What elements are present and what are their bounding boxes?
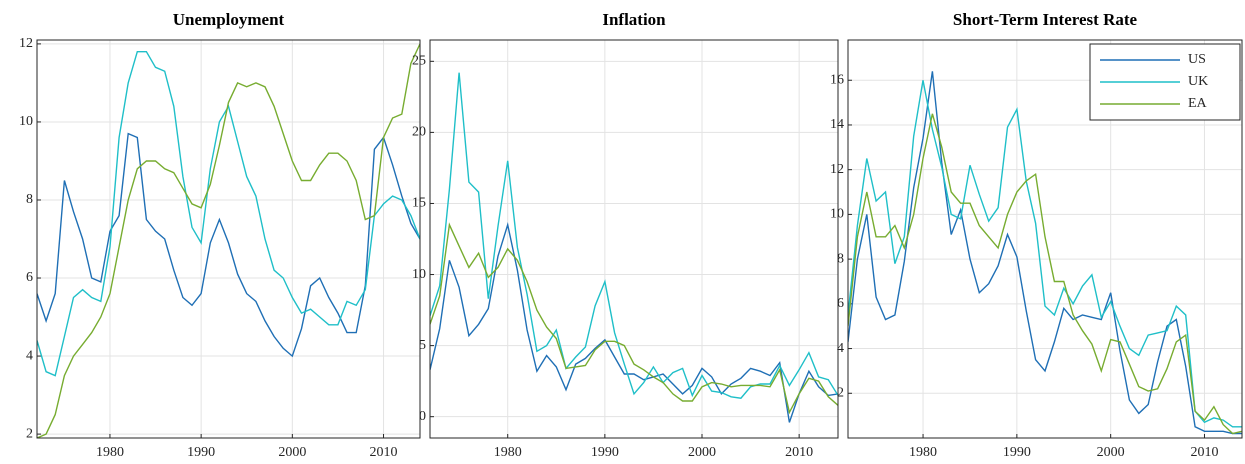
y-tick-label: 0 (419, 409, 426, 424)
plot-area (430, 40, 838, 438)
x-tick-label: 2000 (688, 445, 716, 460)
axes-box (429, 39, 839, 439)
y-tick-label: 10 (19, 114, 33, 129)
y-tick-label: 12 (19, 36, 33, 51)
y-tick-label: 25 (412, 54, 426, 69)
y-tick-label: 15 (412, 196, 426, 211)
y-tick-label: 10 (830, 207, 844, 222)
legend-label: UK (1188, 74, 1208, 89)
y-tick-label: 8 (26, 192, 33, 207)
x-tick-label: 1980 (96, 445, 124, 460)
legend: US UK EA (1089, 43, 1241, 121)
y-tick-label: 20 (412, 125, 426, 140)
y-tick-label: 4 (26, 348, 33, 363)
series-line (848, 71, 1242, 435)
x-tick-label: 1990 (187, 445, 215, 460)
series-line (430, 72, 838, 399)
series-line (430, 222, 838, 415)
series-line (848, 80, 1242, 428)
x-tick-label: 2000 (1097, 445, 1125, 460)
panel: Unemployment 2 4 6 8 10 12 1980 1990 2000 2010 (19, 10, 421, 460)
y-tick-label: 16 (830, 72, 844, 87)
y-tick-label: 12 (830, 162, 844, 177)
panel-title: Short-Term Interest Rate (953, 10, 1138, 29)
series-line (37, 51, 420, 377)
series-line (37, 43, 420, 438)
x-tick-label: 2010 (370, 445, 398, 460)
y-tick-label: 4 (837, 341, 844, 356)
x-tick-label: 2000 (278, 445, 306, 460)
legend-label: US (1188, 52, 1206, 67)
x-tick-label: 1980 (494, 445, 522, 460)
y-tick-label: 8 (837, 251, 844, 266)
y-tick-label: 2 (26, 426, 33, 441)
series-line (430, 222, 838, 423)
panel: Inflation 0 5 10 15 20 25 1980 1990 2000 2010 (412, 10, 839, 460)
y-tick-label: 10 (412, 267, 426, 282)
y-tick-label: 14 (830, 117, 844, 132)
x-tick-label: 2010 (785, 445, 813, 460)
panel: Short-Term Interest Rate 2 4 6 8 10 12 14 16 1980… (830, 10, 1243, 460)
x-tick-label: 1990 (591, 445, 619, 460)
series-line (848, 113, 1242, 435)
panel-title: Inflation (602, 10, 666, 29)
x-tick-label: 1990 (1003, 445, 1031, 460)
y-tick-label: 6 (837, 296, 844, 311)
axes-box (847, 39, 1243, 439)
series-line (37, 132, 420, 358)
plot-area (37, 40, 420, 438)
x-tick-label: 1980 (909, 445, 937, 460)
axes-box (36, 39, 421, 439)
legend-label: EA (1188, 96, 1208, 111)
y-tick-label: 5 (419, 338, 426, 353)
y-tick-label: 2 (837, 385, 844, 400)
x-tick-label: 2010 (1190, 445, 1218, 460)
y-tick-label: 6 (26, 270, 33, 285)
panel-title: Unemployment (173, 10, 285, 29)
